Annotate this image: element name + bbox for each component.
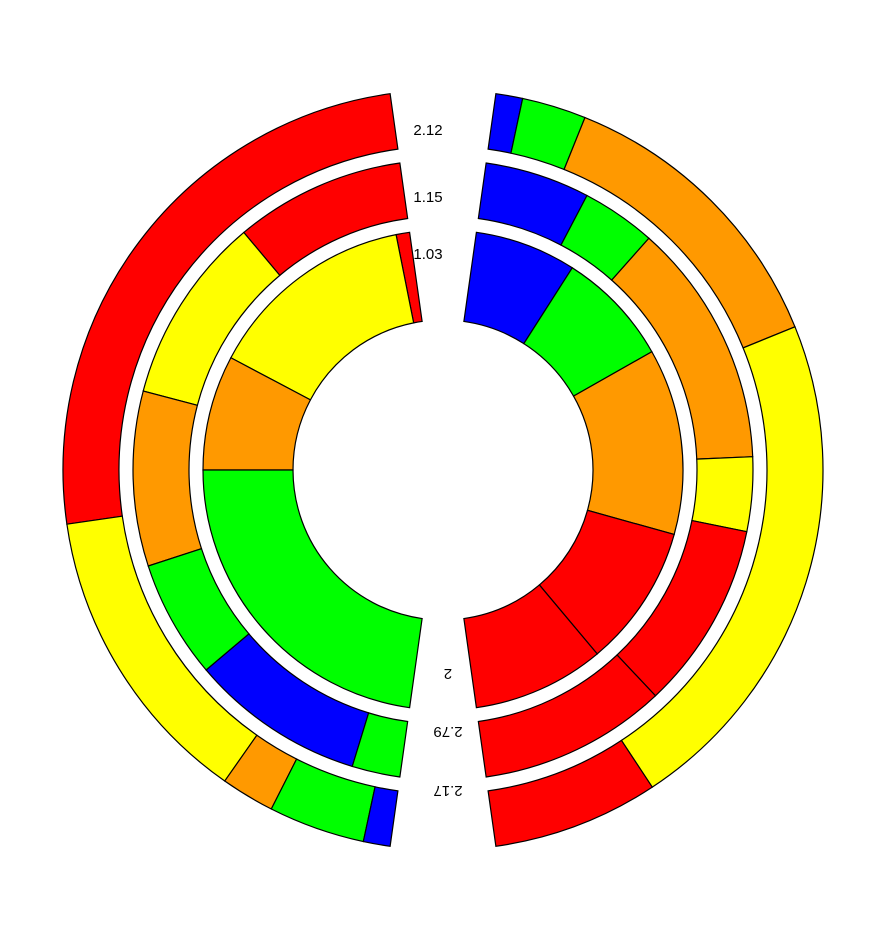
ring-segment-red (487, 739, 654, 847)
ring-segment-green (351, 712, 409, 778)
ring-segment-orange (132, 390, 203, 567)
ring-segment-green (202, 469, 423, 709)
gap-label-bottom-1: 2.79 (433, 723, 462, 740)
gap-label-top-0: 2.12 (413, 122, 442, 139)
ring-segment-red (477, 654, 657, 778)
gap-label-bottom-2: 2.17 (433, 782, 462, 799)
gap-label-top-2: 1.03 (413, 246, 442, 263)
gap-label-top-1: 1.15 (413, 189, 442, 206)
ring-segment-red (463, 584, 599, 709)
gap-label-bottom-0: 2 (444, 665, 452, 682)
ring-segment-blue (362, 786, 399, 847)
ring-segment-yellow (691, 456, 754, 533)
